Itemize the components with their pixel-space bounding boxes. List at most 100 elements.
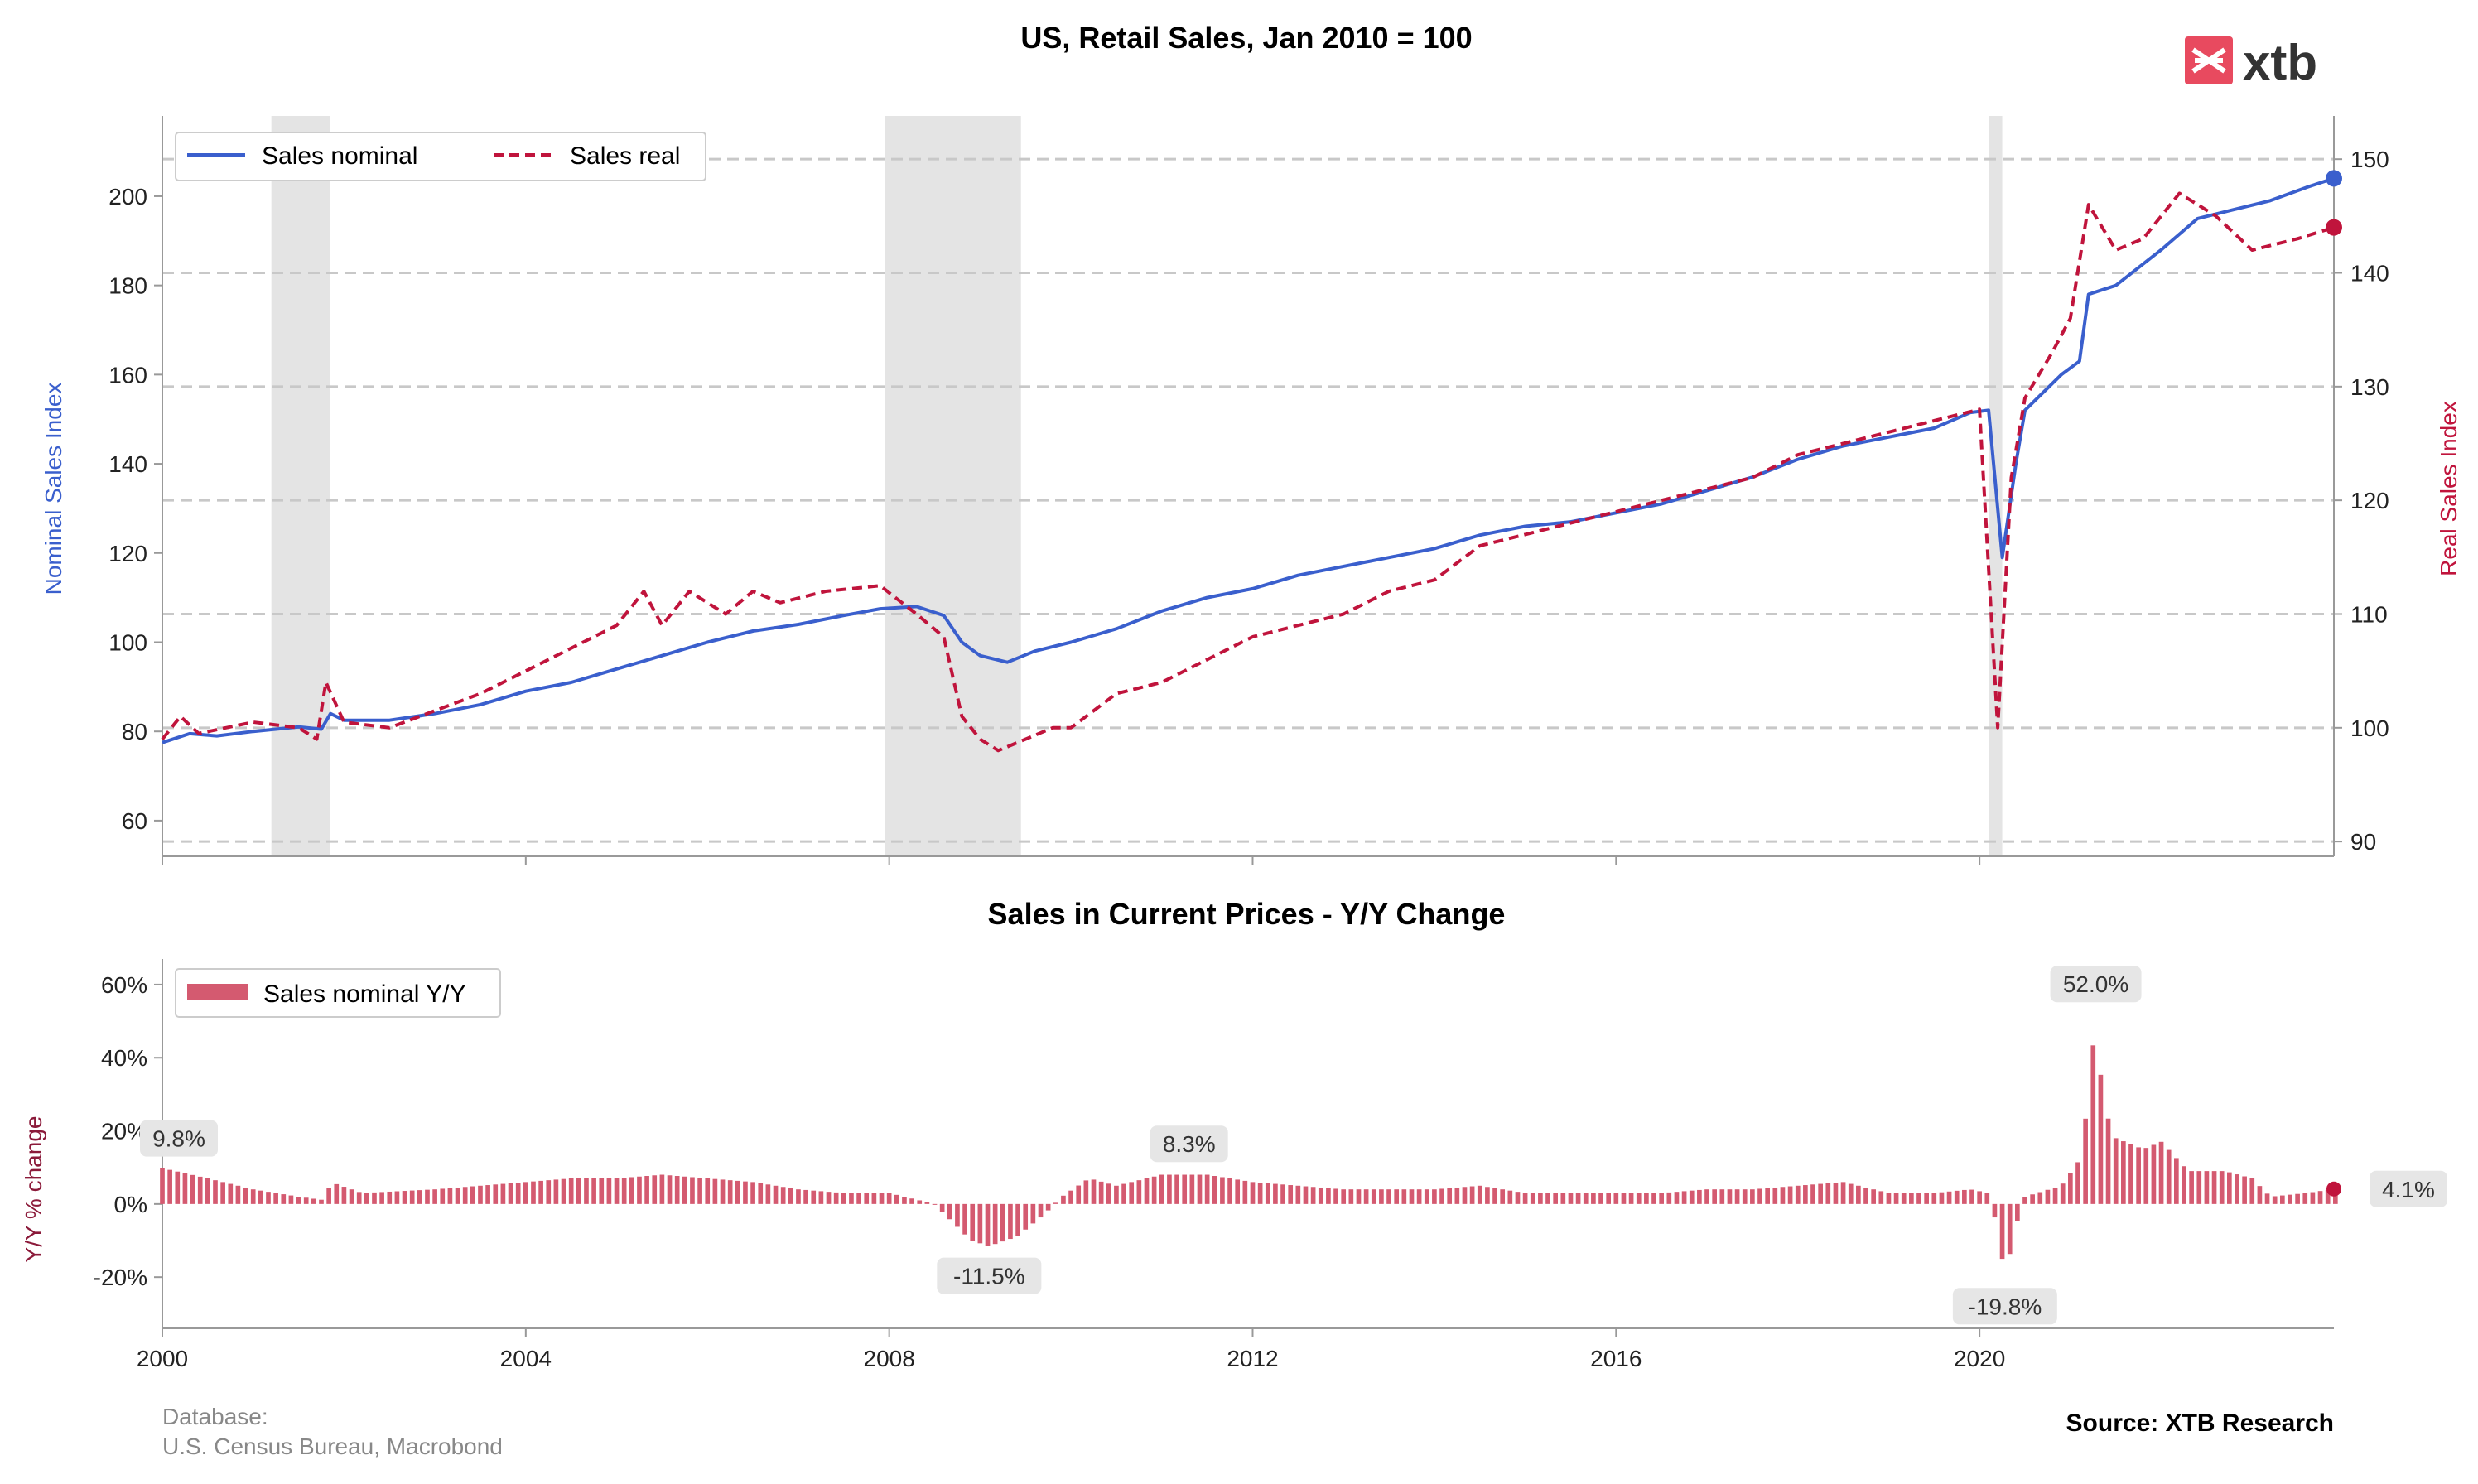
top-axes: 60 80 100 120 140 160 180 200 90 100 110 120 130 140 1… [108,116,2389,865]
footer-database-value: U.S. Census Bureau, Macrobond [162,1433,503,1459]
yy-bar [1265,1183,1270,1204]
yy-bar [1348,1189,1354,1204]
yy-bar [841,1192,846,1204]
yy-bar [1167,1174,1172,1204]
yy-bar [2249,1178,2255,1204]
yy-bar [652,1175,658,1204]
yy-bar [531,1181,536,1204]
yy-bar [2227,1172,2232,1204]
yy-bar [1076,1185,1082,1204]
yy-bar [2219,1171,2225,1204]
top-right-tick-label: 140 [2350,261,2389,287]
yy-bar [1666,1192,1672,1204]
yy-bar [932,1203,938,1205]
yy-bar [364,1192,369,1204]
yy-bar [1999,1203,2005,1260]
yy-bar [2083,1118,2088,1204]
yy-bar [606,1178,612,1204]
yy-bar [1091,1179,1097,1204]
annotation-label-5: 4.1% [2382,1177,2435,1202]
yy-bar [1182,1174,1188,1204]
yy-bar [1795,1185,1801,1204]
yy-bar [394,1191,400,1204]
bottom-y-tick-label: 20% [101,1119,147,1144]
bottom-x-tick-label: 2016 [1590,1346,1642,1371]
bottom-axes: -20% 0% 20% 40% 60% 2000 2004 2008 2012 2016 2020 [94,959,2334,1371]
yy-bar [402,1191,407,1204]
yy-bar [1651,1192,1656,1204]
yy-bar [1439,1188,1444,1204]
yy-bar [1401,1189,1407,1204]
yy-bar [2279,1195,2285,1204]
yy-bar [160,1168,165,1204]
yy-bar [1825,1183,1831,1204]
yy-bar [190,1174,195,1204]
yy-bar [1591,1192,1596,1204]
yy-bar [1644,1192,1649,1204]
yy-bar [205,1178,210,1204]
yy-bar [197,1176,203,1204]
yy-bar [432,1189,437,1204]
top-right-tick-label: 120 [2350,488,2389,513]
yy-bar [1416,1189,1422,1204]
yy-bar [1916,1192,1921,1204]
top-legend: Sales nominal Sales real [175,132,706,181]
yy-bar [1363,1189,1369,1204]
yy-bar [1189,1174,1195,1204]
xtb-logo-cross-icon [2191,47,2226,74]
annotation-box-0 [140,1120,218,1157]
yy-bar [243,1187,248,1204]
yy-bar [690,1177,695,1204]
yy-bar [250,1189,256,1204]
top-gridlines [162,157,2334,843]
yy-bar [818,1191,824,1204]
yy-bar [2204,1171,2210,1204]
yy-bar [1235,1179,1241,1204]
yy-bar [2264,1193,2270,1204]
yy-bar [1227,1178,1232,1204]
yy-bar [1242,1180,1248,1204]
yy-bar [319,1199,324,1204]
yy-bar [303,1197,309,1204]
yy-bar [1038,1203,1044,1218]
yy-bar [2113,1138,2119,1204]
yy-bar [175,1171,181,1204]
yy-bar [629,1177,634,1204]
yy-bar [1719,1189,1725,1204]
yy-bar [644,1176,649,1204]
xtb-logo: xtb [2185,35,2317,90]
yy-bar [2128,1144,2133,1204]
yy-bar [2007,1203,2013,1255]
yy-bar [1061,1195,1066,1204]
yy-bar [553,1179,559,1204]
yy-bar [735,1180,740,1204]
annotation-box-2 [1150,1125,1228,1163]
yy-bar [1356,1189,1362,1204]
bottom-axis-label: Y/Y % change [21,1116,46,1263]
yy-bar [727,1180,733,1204]
yy-bar [1053,1202,1058,1204]
yy-bar [235,1185,241,1204]
yy-bar [1469,1186,1475,1204]
yy-bar [591,1178,596,1204]
yy-bar [1810,1184,1815,1204]
yy-bar [985,1203,991,1246]
yy-bar [2196,1171,2202,1204]
yy-bar [1288,1185,1294,1204]
yy-bar [1878,1191,1884,1204]
yy-bar [1863,1187,1868,1204]
top-right-tick-label: 110 [2350,601,2388,627]
yy-bar [1757,1188,1762,1204]
yy-bar [1136,1180,1142,1204]
yy-bar [2211,1171,2217,1204]
yy-bar [470,1186,475,1204]
top-right-tick-label: 130 [2350,374,2389,400]
yy-bar [1803,1185,1808,1204]
yy-bar [1477,1185,1482,1204]
yy-bar [1727,1189,1733,1204]
yy-bar [2302,1192,2308,1204]
yy-bar [894,1194,899,1204]
yy-bar [387,1191,393,1204]
yy-bar [1197,1174,1203,1204]
xtb-logo-text: xtb [2243,35,2317,90]
